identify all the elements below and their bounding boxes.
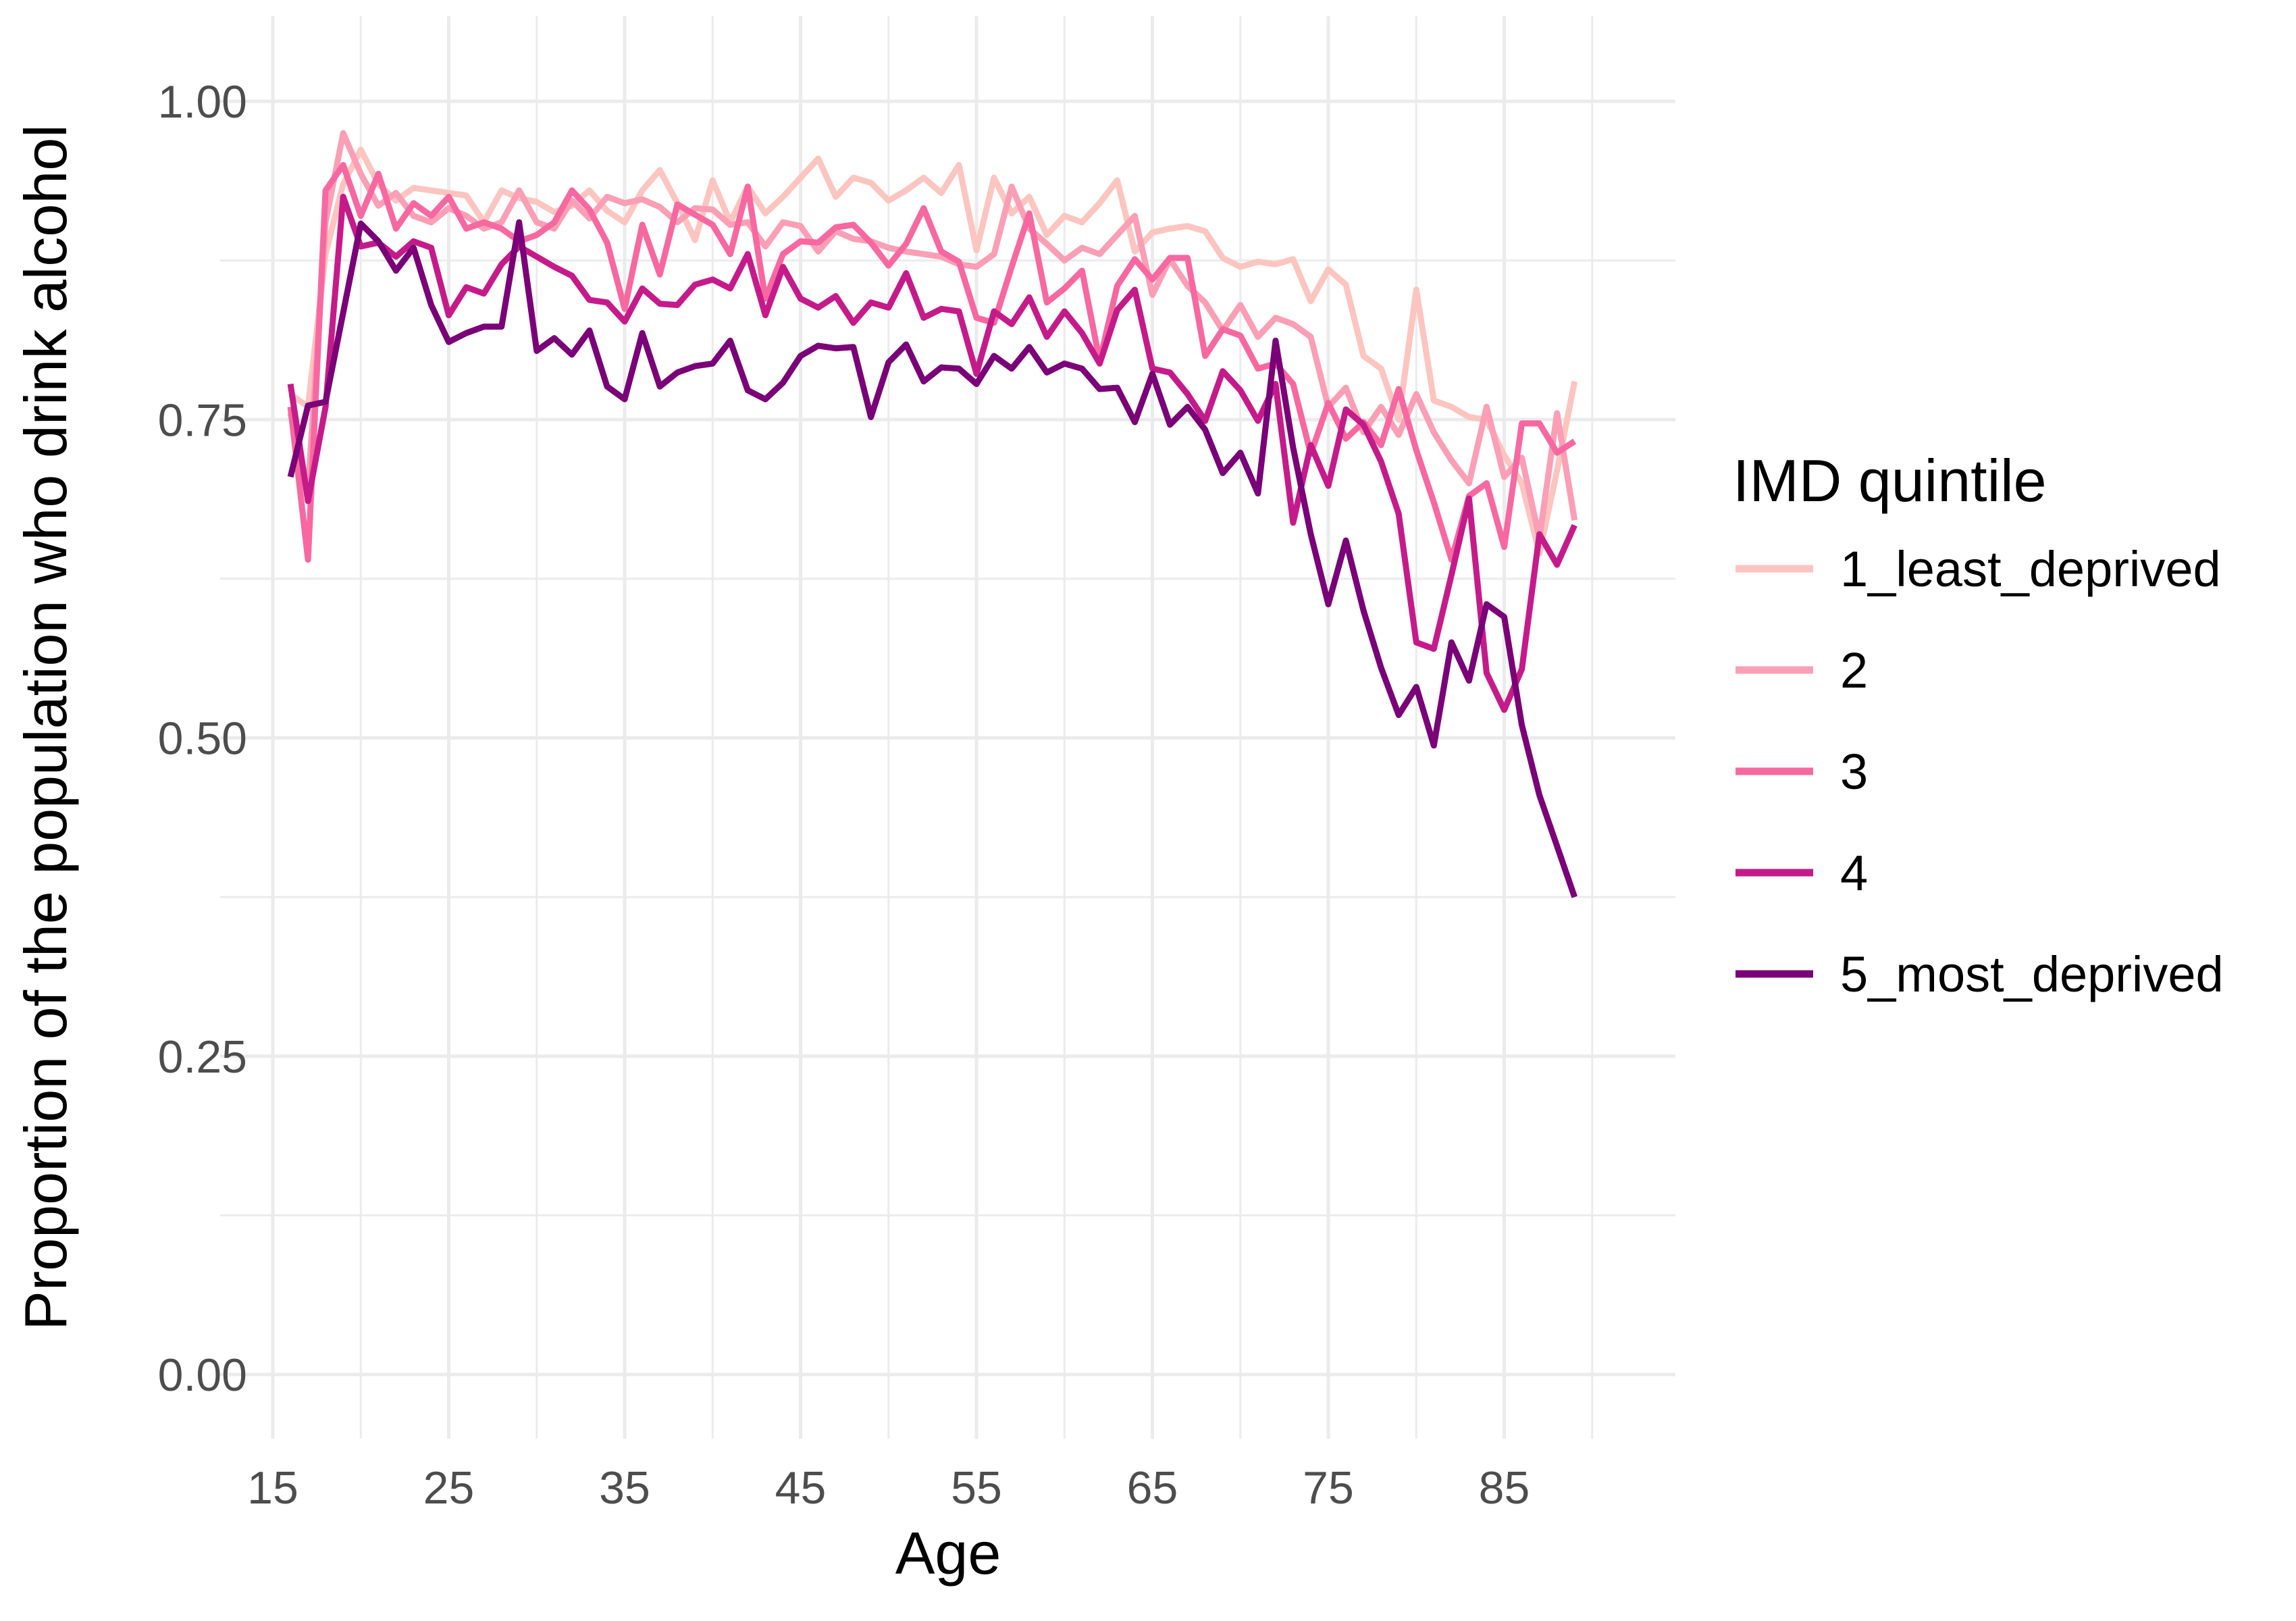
x-axis-tick-labels: 15 25 35 45 55 65 75 85 (247, 1462, 1530, 1514)
x-tick-label-45: 45 (775, 1462, 827, 1514)
legend-item-label-2: 2 (1840, 642, 1868, 698)
x-tick-label-75: 75 (1303, 1462, 1354, 1514)
y-tick-label-0.50: 0.50 (158, 713, 247, 765)
legend-title: IMD quintile (1733, 447, 2047, 514)
legend-item-label-4: 4 (1840, 845, 1868, 901)
x-tick-label-65: 65 (1127, 1462, 1178, 1514)
legend-item-label-1: 1_least_deprived (1840, 541, 2221, 597)
y-axis-title: Proportion of the population who drink a… (12, 124, 79, 1331)
y-tick-label-0.75: 0.75 (158, 394, 247, 446)
data-series-lines (287, 130, 1578, 898)
series-line-1_least_deprived (288, 147, 1578, 557)
y-tick-label-1.00: 1.00 (158, 76, 247, 128)
series-line-4 (287, 193, 1577, 713)
series-line-5_most_deprived (287, 219, 1577, 898)
x-axis-title: Age (895, 1520, 1001, 1587)
legend-item-label-5: 5_most_deprived (1840, 946, 2224, 1002)
x-tick-label-85: 85 (1479, 1462, 1530, 1514)
plot-panel (220, 16, 1675, 1439)
x-tick-label-55: 55 (951, 1462, 1002, 1514)
y-tick-label-0.00: 0.00 (158, 1349, 247, 1401)
x-tick-label-25: 25 (423, 1462, 475, 1514)
x-tick-label-35: 35 (599, 1462, 650, 1514)
y-axis-tick-labels: 0.00 0.25 0.50 0.75 1.00 (158, 76, 247, 1401)
legend: IMD quintile 1_least_deprived 2 3 4 5_mo… (1733, 447, 2224, 1002)
y-tick-label-0.25: 0.25 (158, 1031, 247, 1083)
legend-item-label-3: 3 (1840, 744, 1868, 800)
x-tick-label-15: 15 (247, 1462, 298, 1514)
